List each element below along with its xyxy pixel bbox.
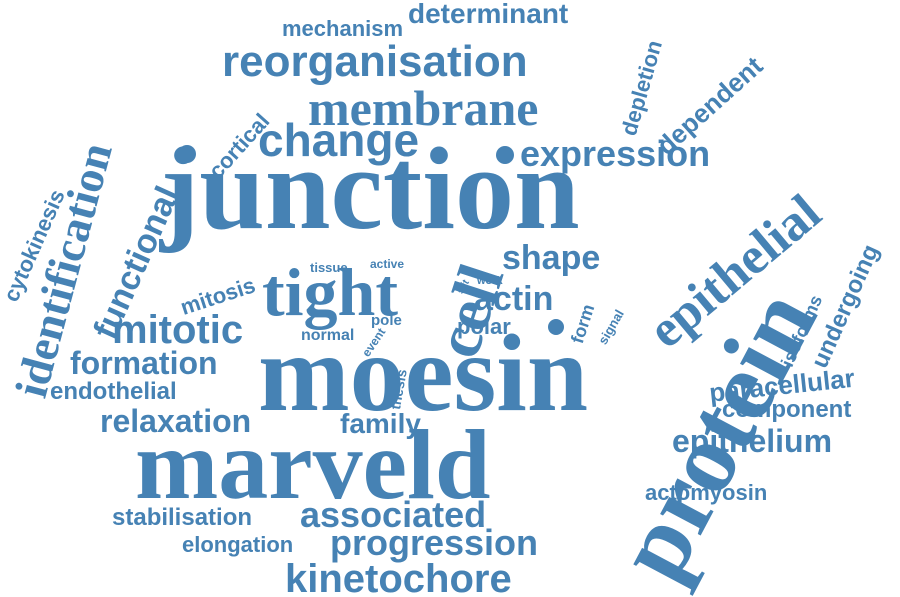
word-depletion: depletion	[616, 37, 668, 139]
word-component: component	[722, 396, 852, 423]
word-determinant: determinant	[408, 0, 569, 29]
bullet-dot	[178, 145, 196, 163]
word-tight: tight	[262, 254, 398, 330]
word-reorganisation: reorganisation	[222, 37, 528, 86]
word-stabilisation: stabilisation	[112, 504, 253, 531]
word-pole: pole	[371, 312, 402, 329]
bullet-dot	[548, 319, 564, 335]
word-form: form	[567, 301, 599, 346]
bullet-dot	[496, 146, 514, 164]
word-signal: signal	[595, 306, 627, 347]
word-moesin: moesin	[258, 312, 588, 434]
word-tissue: tissue	[310, 260, 348, 275]
word-progression: progression	[330, 522, 539, 563]
word-mechanism: mechanism	[282, 16, 404, 41]
word-actomyosin: actomyosin	[645, 480, 768, 505]
word-mitotic: mitotic	[112, 308, 244, 352]
word-membrane: membrane	[308, 80, 539, 136]
word-normal: normal	[301, 327, 355, 344]
word-associated: associated	[300, 494, 487, 535]
word-epithelium: epithelium	[672, 423, 833, 459]
word-family: family	[340, 408, 421, 439]
word-elongation: elongation	[182, 532, 294, 557]
word-actin: actin	[474, 280, 554, 318]
word-endothelial: endothelial	[50, 378, 177, 405]
word-relaxation: relaxation	[100, 403, 252, 439]
word-work: work	[477, 275, 503, 287]
word-active: active	[370, 257, 405, 271]
word-change: change	[258, 114, 420, 166]
word-expression: expression	[520, 133, 711, 174]
word-marveld: marveld	[135, 409, 491, 520]
word-polar: polar	[457, 314, 511, 339]
word-formation: formation	[70, 345, 218, 381]
word-kinetochore: kinetochore	[285, 557, 512, 597]
word-shape: shape	[502, 239, 601, 277]
